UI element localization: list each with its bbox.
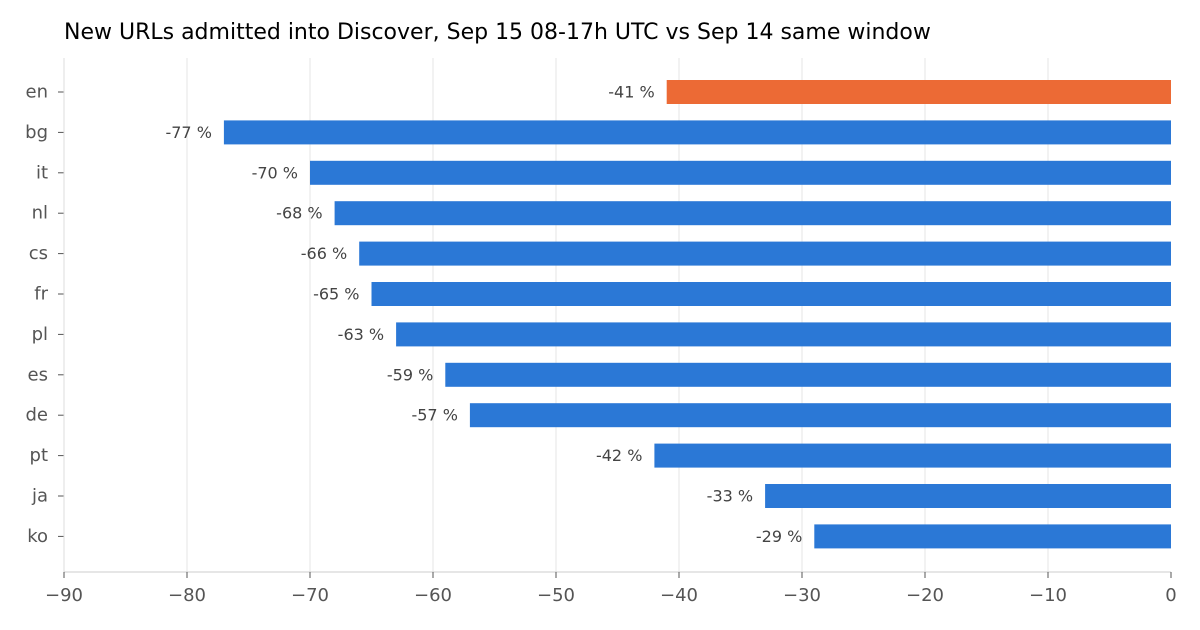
data-label-bg: -77 % bbox=[165, 123, 211, 142]
bar-pl bbox=[396, 322, 1172, 347]
category-label-ja: ja bbox=[31, 486, 48, 507]
data-label-es: -59 % bbox=[387, 365, 433, 384]
bar-fr bbox=[371, 282, 1171, 306]
data-label-ko: -29 % bbox=[756, 527, 802, 546]
x-tick-label: −30 bbox=[783, 585, 821, 606]
x-tick-label: −10 bbox=[1029, 585, 1067, 606]
data-label-pt: -42 % bbox=[596, 446, 642, 465]
data-label-ja: -33 % bbox=[707, 487, 753, 506]
chart-title: New URLs admitted into Discover, Sep 15 … bbox=[64, 20, 931, 45]
bar-ja bbox=[765, 484, 1171, 508]
bar-it bbox=[310, 160, 1171, 185]
bar-es bbox=[445, 362, 1171, 387]
data-label-en: -41 % bbox=[608, 83, 654, 102]
category-label-fr: fr bbox=[34, 284, 48, 305]
data-label-pl: -63 % bbox=[338, 325, 384, 344]
x-tick-label: −90 bbox=[45, 585, 83, 606]
category-label-en: en bbox=[26, 82, 48, 103]
category-label-ko: ko bbox=[27, 526, 48, 547]
x-tick-label: −60 bbox=[414, 585, 452, 606]
x-tick-label: −50 bbox=[537, 585, 575, 606]
category-label-cs: cs bbox=[29, 243, 48, 264]
x-tick-label: −80 bbox=[168, 585, 206, 606]
x-tick-label: −40 bbox=[660, 585, 698, 606]
category-label-nl: nl bbox=[32, 203, 48, 224]
bar-nl bbox=[334, 201, 1172, 226]
category-label-es: es bbox=[28, 364, 48, 385]
category-label-bg: bg bbox=[25, 122, 48, 143]
category-label-pl: pl bbox=[32, 324, 48, 345]
bar-en bbox=[666, 80, 1171, 104]
data-label-de: -57 % bbox=[411, 406, 457, 425]
x-tick-label: −70 bbox=[291, 585, 329, 606]
data-label-nl: -68 % bbox=[276, 204, 322, 223]
bar-cs bbox=[359, 241, 1171, 266]
x-tick-label: −20 bbox=[906, 585, 944, 606]
category-label-it: it bbox=[36, 162, 48, 183]
x-tick-label: 0 bbox=[1165, 585, 1176, 606]
category-label-de: de bbox=[26, 405, 49, 426]
data-label-it: -70 % bbox=[252, 163, 298, 182]
bar-de bbox=[469, 403, 1171, 428]
bar-pt bbox=[654, 443, 1171, 468]
data-label-fr: -65 % bbox=[313, 285, 359, 304]
bar-ko bbox=[814, 524, 1171, 549]
data-label-cs: -66 % bbox=[301, 244, 347, 263]
category-label-pt: pt bbox=[30, 445, 48, 466]
bar-bg bbox=[223, 120, 1171, 145]
